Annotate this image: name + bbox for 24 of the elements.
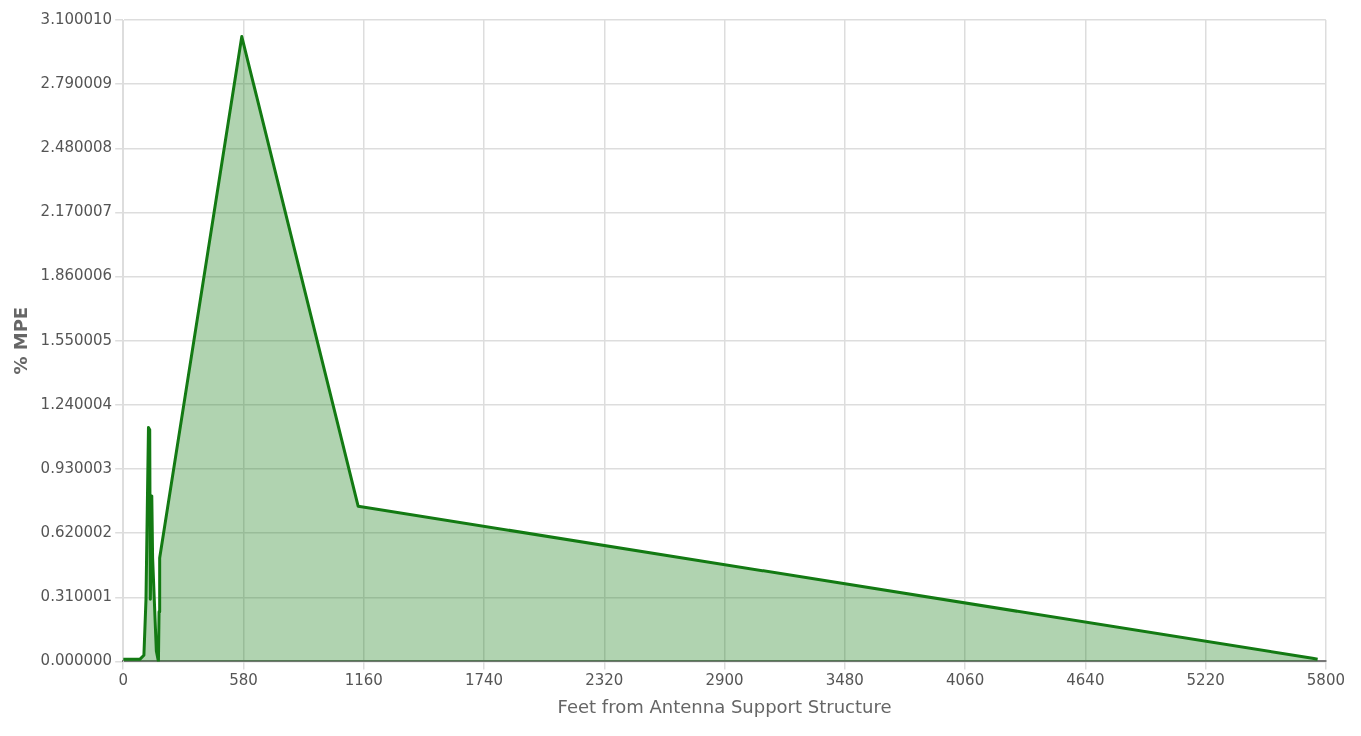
y-tick-label: 1.860006 [40,266,113,285]
x-tick-label: 3480 [825,671,864,690]
y-tick-label: 2.480008 [40,138,113,157]
x-tick-label: 580 [229,671,258,690]
x-tick-label: 5220 [1186,671,1225,690]
x-axis-title: Feet from Antenna Support Structure [557,695,892,717]
x-tick-label: 4640 [1066,671,1105,690]
x-tick-label: 0 [118,671,128,690]
y-axis-title: % MPE [10,306,32,375]
y-tick-label: 1.550005 [40,330,113,349]
y-tick-label: 2.170007 [40,202,113,221]
y-tick-label: 0.930003 [40,458,113,477]
x-tick-label: 2900 [705,671,744,690]
y-tick-label: 0.000000 [40,651,113,670]
x-tick-label: 2320 [585,671,624,690]
y-tick-label: 1.240004 [40,394,113,413]
x-tick-label: 1740 [464,671,504,690]
x-tick-label: 5800 [1306,671,1346,690]
y-tick-label: 0.620002 [40,523,113,542]
y-tick-label: 2.790009 [40,74,113,93]
y-tick-label: 0.310001 [40,587,113,606]
y-tick-label: 3.100010 [40,9,113,28]
x-tick-label: 4060 [946,671,985,690]
x-tick-label: 1160 [344,671,383,690]
